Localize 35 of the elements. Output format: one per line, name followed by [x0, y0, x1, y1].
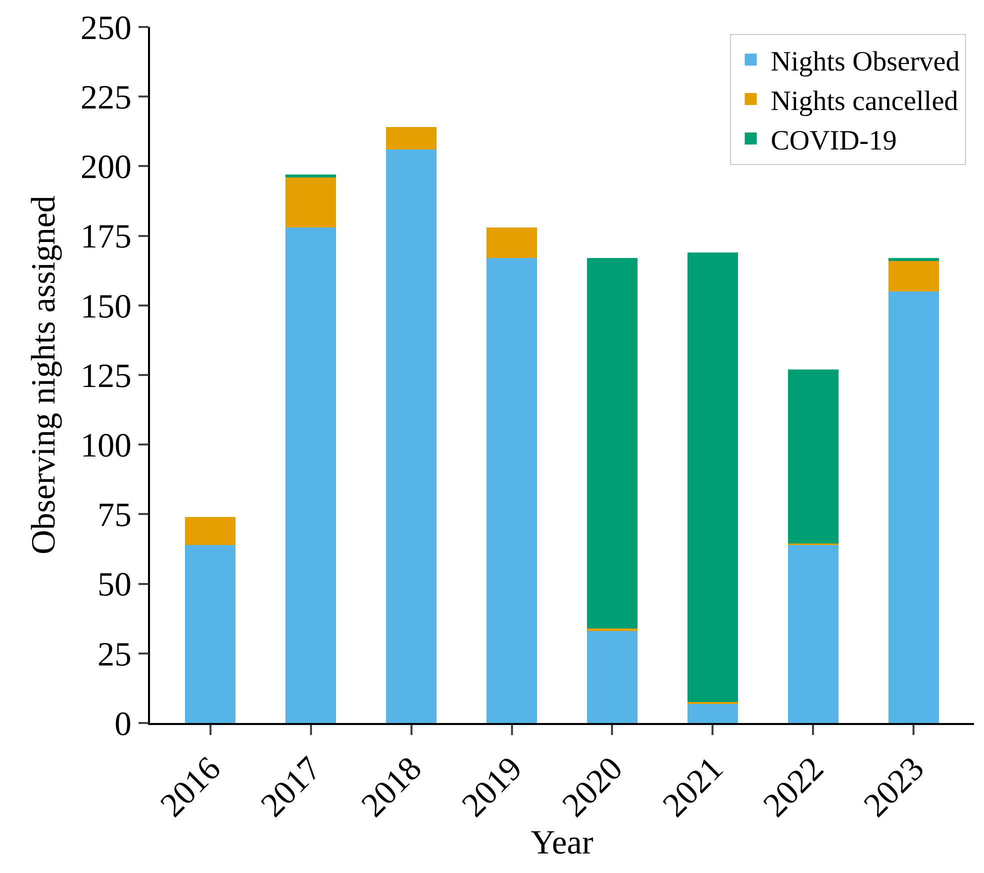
- legend-label: Nights Observed: [770, 46, 960, 78]
- bar: [286, 174, 336, 178]
- bar: [286, 227, 336, 723]
- y-axis-title: Observing nights assigned: [26, 196, 63, 554]
- bar: [788, 369, 838, 544]
- bar: [587, 631, 638, 723]
- bar: [888, 258, 939, 261]
- y-tick-label: 175: [80, 218, 132, 256]
- bar: [587, 628, 638, 632]
- bar: [386, 150, 436, 723]
- y-tick-label: 225: [80, 80, 132, 116]
- y-tick-label: 150: [80, 288, 132, 326]
- y-tick-label: 250: [80, 10, 132, 47]
- bar: [688, 704, 738, 723]
- bar: [185, 544, 236, 723]
- y-tick-label: 200: [80, 149, 132, 186]
- bar: [286, 177, 336, 228]
- bar: [788, 544, 838, 723]
- y-tick-label: 125: [80, 358, 132, 395]
- bar: [888, 260, 939, 292]
- x-axis-title: Year: [530, 824, 594, 862]
- y-tick-label: 100: [80, 428, 132, 464]
- bar: [486, 258, 537, 723]
- bar: [587, 258, 638, 628]
- legend-label: Nights cancelled: [770, 86, 958, 117]
- bar: [688, 252, 738, 702]
- y-tick-label: 75: [97, 497, 132, 534]
- legend-label: COVID-19: [770, 125, 897, 156]
- y-tick-label: 50: [97, 566, 132, 604]
- bar: [486, 227, 537, 258]
- bar: [888, 291, 939, 723]
- y-tick-label: 25: [97, 636, 132, 674]
- bar: [185, 516, 236, 545]
- bar: [386, 127, 436, 150]
- y-tick-label: 0: [114, 706, 132, 743]
